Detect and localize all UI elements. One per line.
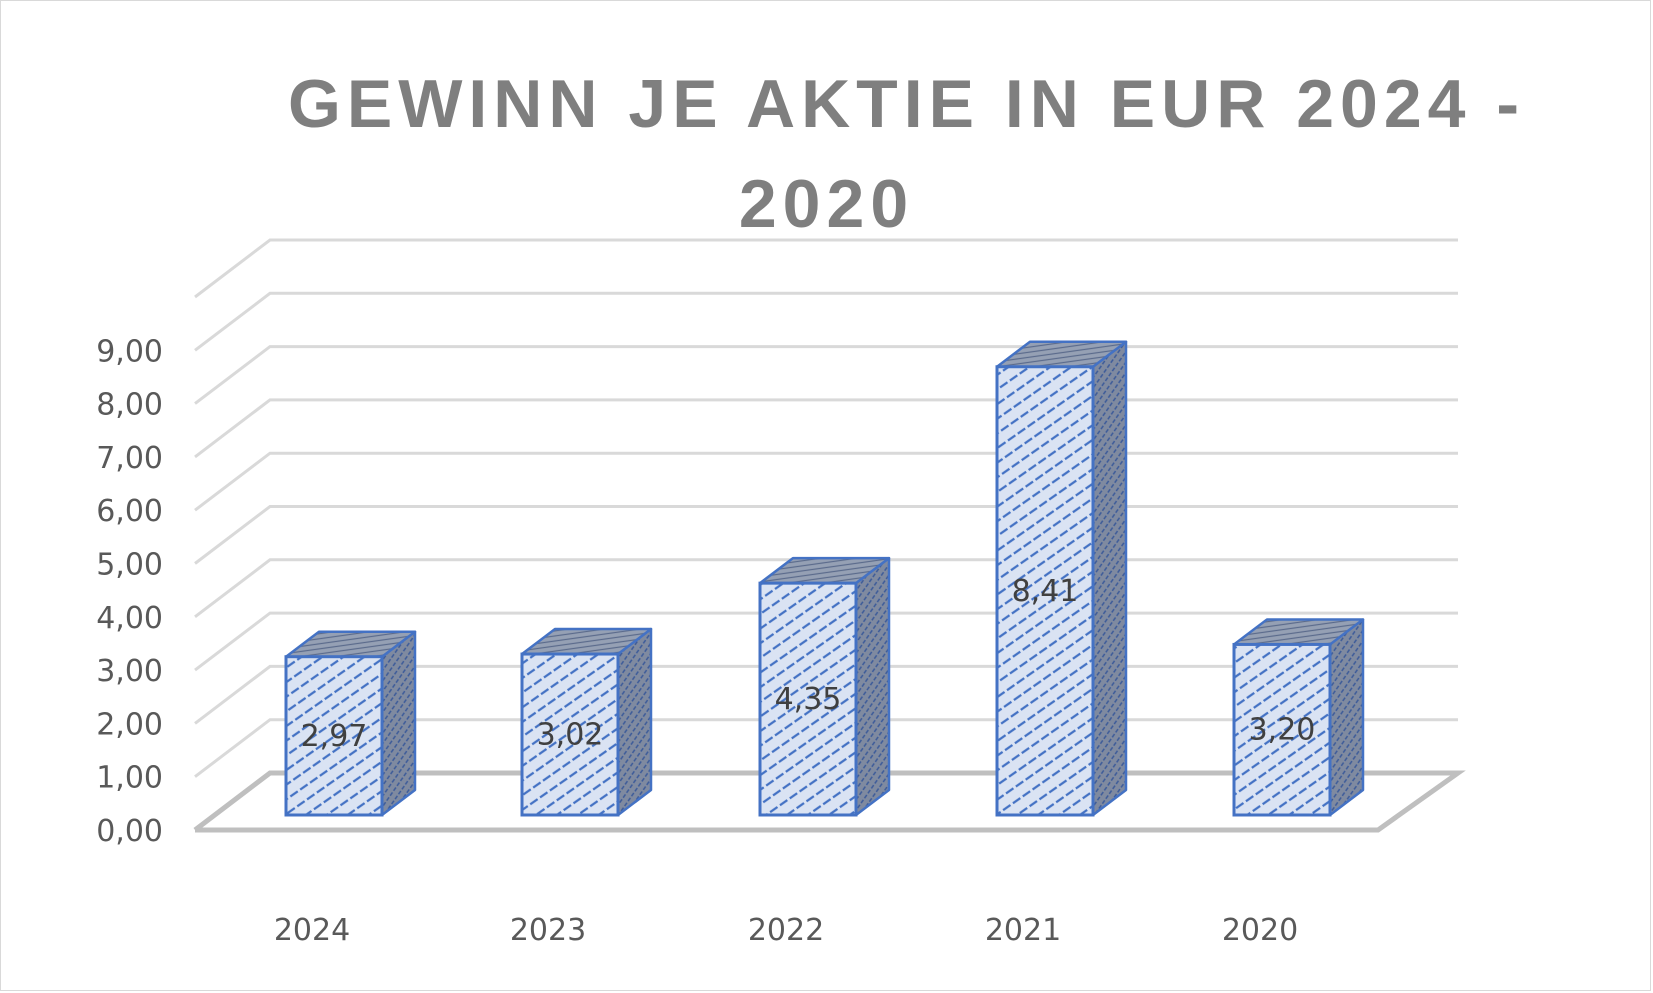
bar-2024[interactable]: 2,97 xyxy=(284,630,417,817)
y-tick-label: 3,00 xyxy=(96,654,163,689)
bar-front-face xyxy=(995,365,1095,817)
floor-outline xyxy=(193,770,1466,833)
gridline xyxy=(194,345,1458,405)
bar-front-face xyxy=(284,655,384,817)
y-tick-label: 5,00 xyxy=(96,548,163,583)
y-tick-label: 8,00 xyxy=(96,388,163,423)
data-label: 8,41 xyxy=(1012,574,1079,609)
gridline xyxy=(194,398,1458,459)
data-label: 2,97 xyxy=(301,719,368,754)
x-tick-label: 2020 xyxy=(1222,913,1298,948)
bar-front-face xyxy=(758,581,858,817)
gridline xyxy=(194,451,1458,512)
gridline xyxy=(194,291,1458,352)
chart-floor xyxy=(193,770,1466,833)
x-tick-label: 2023 xyxy=(510,913,586,948)
bar-2020[interactable]: 3,20 xyxy=(1232,618,1365,817)
chart-title-line1: GEWINN JE AKTIE IN EUR 2024 - xyxy=(287,66,1526,142)
y-tick-label: 7,00 xyxy=(96,441,163,476)
y-tick-label: 6,00 xyxy=(96,494,163,529)
x-tick-label: 2024 xyxy=(274,913,350,948)
y-tick-label: 9,00 xyxy=(96,334,163,369)
y-tick-label: 0,00 xyxy=(96,814,163,849)
bar-2021[interactable]: 8,41 xyxy=(995,340,1128,817)
data-label: 3,02 xyxy=(537,718,604,753)
x-tick-label: 2022 xyxy=(748,913,824,948)
bar-2022[interactable]: 4,35 xyxy=(758,556,891,817)
bar-side-face xyxy=(854,556,891,817)
y-tick-label: 2,00 xyxy=(96,707,163,742)
bar-side-face xyxy=(380,630,417,817)
data-label: 4,35 xyxy=(775,682,842,717)
y-tick-label: 1,00 xyxy=(96,761,163,796)
x-axis: 2024 2023 2022 2021 2020 xyxy=(274,913,1298,948)
bar-side-face xyxy=(1091,340,1128,817)
y-tick-label: 4,00 xyxy=(96,601,163,636)
chart-title-line2: 2020 xyxy=(738,166,915,242)
gridline xyxy=(194,238,1458,299)
y-axis: 0,00 1,00 2,00 3,00 4,00 5,00 6,00 7,00 8,00 9,00 xyxy=(96,334,163,849)
bar-front-face xyxy=(1232,642,1332,817)
bar-series: 2,97 3,02 4,35 8,41 3,20 xyxy=(284,340,1365,817)
bar-side-face xyxy=(616,627,653,817)
gridline xyxy=(194,505,1458,565)
data-label: 3,20 xyxy=(1249,713,1316,748)
x-tick-label: 2021 xyxy=(985,913,1061,948)
bar-front-face xyxy=(520,652,620,817)
bar-side-face xyxy=(1328,618,1365,817)
bar-2023[interactable]: 3,02 xyxy=(520,627,653,817)
